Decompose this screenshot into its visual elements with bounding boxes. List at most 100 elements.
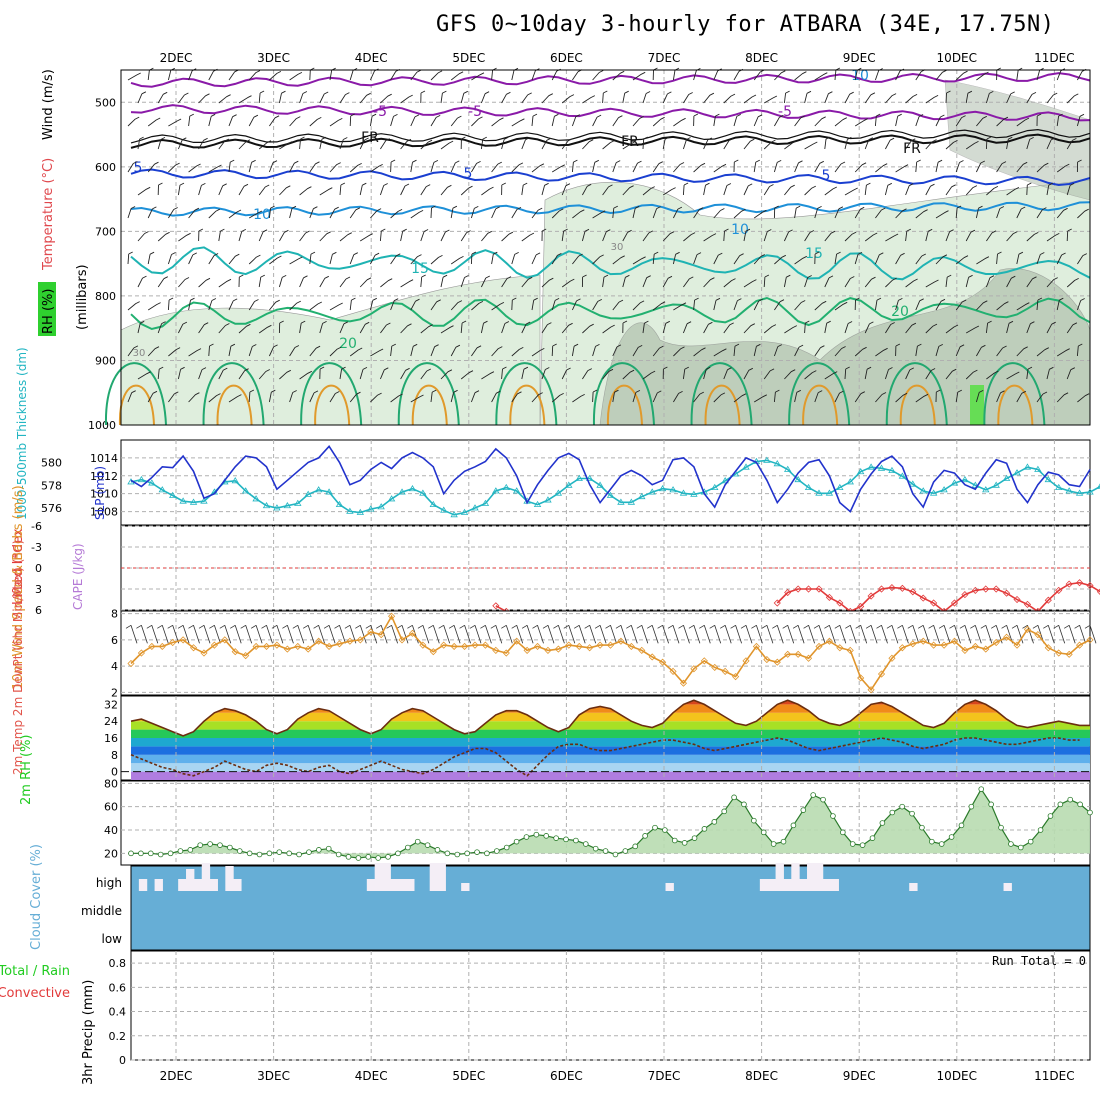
thickness-line-point [408, 484, 417, 492]
wind-speed-line-point [492, 646, 500, 654]
cloud-bar [154, 879, 163, 891]
rh2m-point [464, 850, 470, 857]
thickness-line-point [1055, 483, 1063, 490]
slp-tick-label: 1008 [90, 506, 118, 519]
thickness-line-point [585, 474, 594, 481]
thickness-line-point [898, 472, 907, 479]
thickness-line-point [627, 498, 636, 505]
rh2m-point [395, 850, 401, 857]
rh2m-point [405, 844, 411, 851]
isotherm-label: FR [361, 130, 379, 146]
rh2m-point [948, 834, 955, 840]
rh2m-point [1057, 801, 1064, 808]
rh2m-point [602, 848, 609, 854]
thickness-line-point [429, 500, 437, 507]
wind-speed-line-point [315, 637, 323, 645]
wind-speed-line-point [982, 645, 990, 653]
temp-band [131, 754, 1090, 764]
isotherm-line [130, 128, 1091, 144]
rh2m-point [553, 835, 559, 841]
thickness-line-point [690, 490, 698, 497]
rh2m-point [236, 848, 243, 854]
rh2m-point [592, 845, 599, 852]
thickness-line-point [1034, 465, 1042, 472]
rh2m-point [503, 844, 510, 851]
rh2m-point [533, 831, 540, 838]
thickness-line-point [533, 500, 542, 507]
rh2m-point [316, 847, 322, 853]
thickness-line-point [606, 491, 615, 498]
thickness-line-point [179, 497, 187, 504]
wind-speed-line-point [450, 642, 458, 651]
precip-tick-label: 0 [119, 1054, 126, 1067]
rh2m-point [286, 850, 292, 857]
rh2m-point [681, 840, 688, 846]
lifted-index-line-point [857, 602, 865, 611]
wind-speed-line-point [419, 641, 427, 649]
wind-speed-line-point [231, 648, 239, 656]
wind-speed-line-point [794, 650, 802, 658]
thickness-line-point [836, 483, 844, 490]
warm-isotherm-loop [397, 362, 460, 426]
wind-speed-line-point [971, 642, 979, 651]
rh2m-area [131, 789, 1090, 858]
cloud-bar [390, 879, 399, 891]
wind-speed-line-point [919, 637, 927, 645]
x-tick-label: 6DEC [550, 51, 583, 65]
lifted-index-line-point [836, 599, 844, 607]
isotherm-label: 5 [822, 168, 831, 184]
rh2m-point [256, 851, 263, 858]
thickness-line-point [377, 503, 385, 510]
wind-speed-line-point [294, 642, 302, 651]
rh2m-axis-label: 2m RH (%) [19, 734, 34, 805]
x-tick-label: 3DEC [257, 51, 290, 65]
thickness-line-point [794, 475, 802, 483]
cloud-bar [366, 879, 376, 891]
rh2m-point [246, 850, 253, 857]
upper-air-frame [120, 69, 1091, 426]
thickness-line-point [502, 483, 510, 490]
wind-speed-line-point [554, 645, 562, 653]
isotherm-label: 20 [891, 304, 909, 320]
isotherm-label: -5 [373, 104, 387, 120]
lifted-index-line-point [1096, 588, 1100, 595]
wind-speed-line-point [679, 679, 688, 687]
x-tick-label: 4DEC [355, 51, 388, 65]
wind-speed-line-point [200, 649, 208, 657]
x-tick-label: 7DEC [648, 1069, 681, 1083]
rh2m-point [869, 835, 876, 841]
rh2m-point [760, 829, 767, 836]
rh2m-point [138, 850, 144, 857]
wind-speed-line-point [158, 642, 166, 651]
wind-speed-line-point [408, 629, 417, 637]
wind-speed-line-point [252, 642, 260, 651]
precip-axis-label: 3hr Precip (mm) [81, 980, 96, 1085]
wind-speed-line-point [836, 644, 844, 652]
lifted-index-line-point [1065, 580, 1073, 588]
thickness-line-point [168, 491, 177, 498]
rh2m-point [958, 822, 965, 829]
rh2m-point [325, 845, 332, 852]
rh2m-point [474, 849, 480, 855]
wind-speed-line-point [940, 641, 948, 649]
temp-band [131, 771, 1090, 780]
isotherm-label: 15 [411, 261, 429, 277]
wind-speed-line-point [304, 645, 312, 653]
rh2m-point [217, 842, 223, 848]
temp-band [131, 738, 1090, 747]
lifted-index-tick-label: 0 [35, 562, 42, 575]
wind-speed-line-point [148, 642, 156, 651]
rh2m-point [622, 848, 629, 854]
wind-speed-line-point [606, 641, 615, 649]
rh2m-point [978, 786, 985, 792]
thickness-line-point [658, 484, 667, 492]
wind-speed-line-point [638, 646, 646, 654]
lifted-index-line-point [919, 594, 927, 602]
rh2m-point [484, 850, 490, 857]
slp-tick-label: 1010 [90, 488, 118, 501]
thickness-line-point [825, 489, 834, 496]
lifted-index-line-point [909, 588, 917, 596]
rh2m-point [1047, 813, 1054, 819]
thickness-line-point [148, 479, 156, 486]
cloud-tick-label: middle [81, 904, 122, 918]
